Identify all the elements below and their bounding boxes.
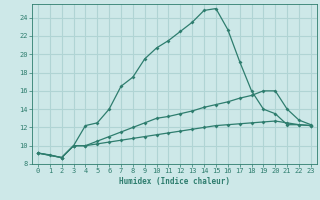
X-axis label: Humidex (Indice chaleur): Humidex (Indice chaleur): [119, 177, 230, 186]
